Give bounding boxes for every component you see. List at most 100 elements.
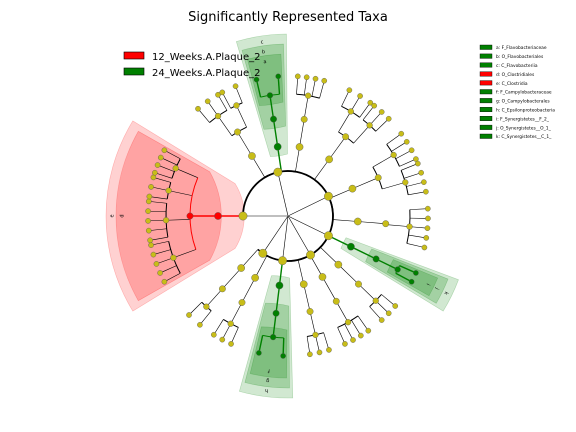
taxon-node — [154, 162, 161, 168]
biomarker-node-a — [253, 76, 260, 83]
biomarker-legend-swatch-b — [479, 53, 493, 59]
taxon-node — [233, 102, 240, 109]
taxon-node — [238, 211, 248, 221]
class-legend-label-24-weeks: 24_Weeks.A.Plaque_2 — [152, 68, 261, 79]
biomarker-legend-label-i: i: F_Synergistetes__F_2_ — [496, 116, 550, 122]
tree-edge — [157, 164, 175, 172]
biomarker-legend-swatch-f — [479, 89, 493, 95]
taxon-node — [258, 248, 268, 258]
taxon-node — [312, 331, 319, 338]
clade-letter-k: k — [442, 290, 449, 295]
taxon-node — [307, 351, 313, 358]
tree-edge — [272, 313, 277, 338]
tree-edge — [237, 131, 253, 157]
tree-edge — [230, 327, 239, 345]
taxon-node — [316, 349, 323, 356]
tree-edge — [314, 159, 330, 180]
tree-edge — [175, 168, 198, 178]
taxon-node — [424, 225, 431, 232]
taxon-node — [423, 235, 430, 241]
tree-edge — [199, 310, 212, 325]
biomarker-node-k — [347, 242, 355, 251]
taxon-node — [334, 260, 343, 269]
tree-edge — [262, 215, 289, 254]
tree-edge — [382, 182, 406, 190]
biomarker-node-c — [273, 142, 282, 151]
tree-root — [287, 215, 289, 217]
taxon-node — [219, 336, 226, 343]
taxon-node — [227, 320, 234, 327]
tree-edge — [323, 332, 330, 350]
tree-nodes — [145, 73, 431, 359]
tree-edge — [150, 236, 168, 241]
tree-edge — [254, 255, 268, 278]
tree-edge — [166, 219, 191, 221]
tree-edge — [217, 115, 233, 136]
taxon-node — [305, 92, 312, 99]
tree-edge — [240, 249, 259, 269]
tree-edge — [328, 136, 346, 160]
taxon-node — [228, 341, 234, 347]
taxon-node — [162, 217, 170, 224]
tree-edge — [159, 265, 177, 274]
tree-edge — [295, 146, 300, 172]
clade-letter-h: h — [265, 387, 269, 393]
tree-edge — [282, 337, 285, 356]
taxon-node — [318, 273, 327, 281]
taxon-node — [150, 174, 157, 181]
taxon-node — [372, 297, 379, 304]
biomarker-node-a — [266, 92, 274, 99]
taxon-node — [300, 115, 308, 123]
tree-edge — [401, 163, 418, 171]
biomarker-node-d — [186, 212, 194, 220]
biomarker-legend-swatch-g — [479, 98, 493, 104]
tree-edge — [235, 86, 243, 103]
taxon-node — [350, 337, 356, 343]
taxon-node — [157, 270, 163, 276]
tree-edge — [357, 315, 369, 331]
taxon-node — [321, 77, 328, 84]
tree-edge — [276, 146, 283, 172]
tree-edge — [258, 335, 264, 354]
tree-edge — [153, 177, 171, 183]
biomarker-legend-swatch-i — [479, 115, 493, 121]
taxon-node — [150, 251, 157, 258]
tree-edge — [385, 224, 410, 227]
tree-edge — [164, 273, 181, 282]
tree-edge — [255, 79, 262, 98]
biomarker-node-b — [270, 115, 277, 123]
tree-edge — [303, 284, 311, 312]
tree-edge — [309, 311, 316, 335]
biomarker-legend-swatch-c — [479, 62, 493, 68]
tree-edge — [344, 323, 354, 341]
tree-edges — [148, 76, 428, 356]
tree-edge — [251, 155, 266, 178]
taxon-node — [406, 223, 413, 230]
taxon-node — [325, 155, 333, 164]
taxon-node — [145, 227, 152, 234]
tree-edge — [351, 320, 362, 336]
taxon-node — [355, 280, 362, 288]
taxon-node — [146, 193, 153, 200]
taxon-node — [203, 303, 210, 310]
biomarker-legend-label-j: j: O_Synergistetes__O_1_ — [495, 125, 552, 131]
taxon-node — [170, 254, 177, 261]
clade-letter-c: c — [260, 39, 264, 45]
taxon-node — [306, 250, 315, 260]
tree-edge — [381, 294, 396, 307]
biomarker-legend-swatch-h — [479, 107, 493, 113]
taxon-node — [197, 322, 203, 328]
tree-edge — [375, 118, 389, 132]
taxon-node — [392, 303, 399, 309]
biomarker-node-i — [394, 266, 401, 273]
tree-edge — [352, 177, 379, 189]
clade-sector-a — [247, 53, 284, 106]
taxon-node — [346, 87, 353, 93]
class-legend: 12_Weeks.A.Plaque_2 24_Weeks.A.Plaque_2 — [123, 51, 261, 79]
tree-edge — [303, 95, 309, 120]
tree-edge — [154, 172, 173, 179]
tree-edge — [386, 133, 402, 145]
taxon-node — [157, 154, 164, 161]
taxon-node — [147, 237, 153, 244]
taxon-node — [382, 220, 390, 228]
